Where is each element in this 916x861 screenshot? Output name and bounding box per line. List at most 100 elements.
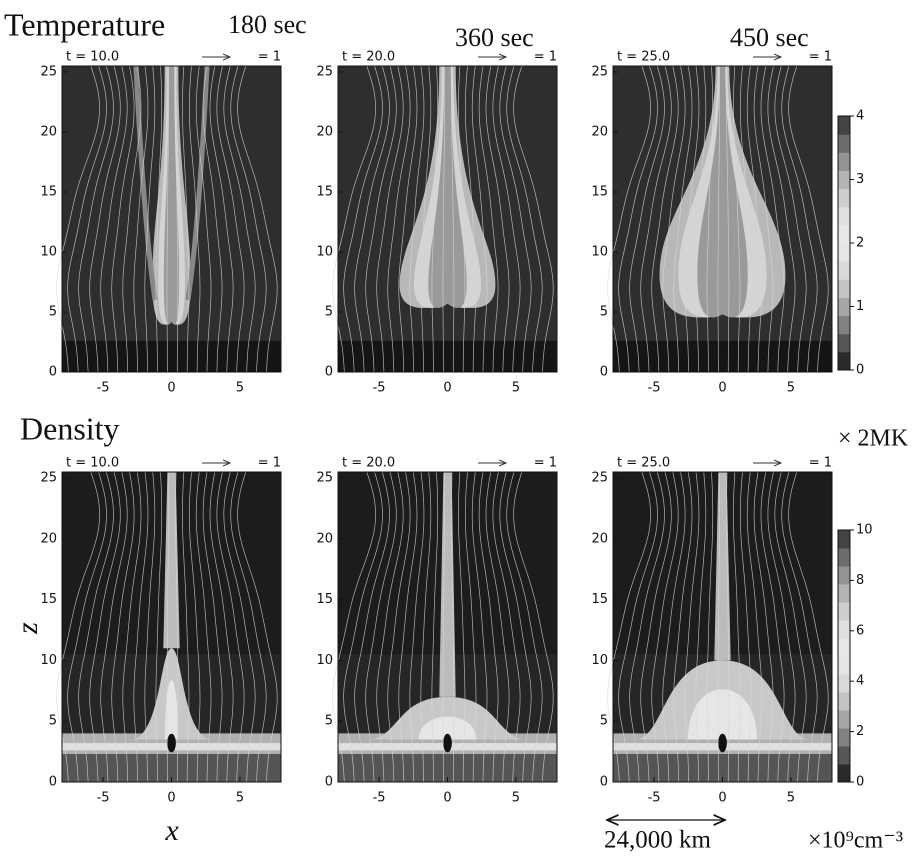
field-line (202, 65, 223, 373)
x-tick-label: 0 (443, 381, 451, 396)
x-axis-label: x (164, 814, 179, 847)
field-line (513, 65, 554, 373)
y-tick-label: 0 (600, 365, 608, 380)
colorbar-band (838, 728, 850, 747)
field-line (365, 65, 397, 373)
field-line (89, 65, 121, 373)
field-line (175, 471, 179, 782)
y-tick-label: 10 (40, 653, 57, 668)
field-line (695, 471, 707, 783)
panel: t = 25.0 = 1 0 5 10 15 20 25 -5 0 5 (591, 50, 833, 396)
field-line (188, 65, 201, 373)
y-tick-label: 10 (591, 653, 608, 668)
panel: t = 10.0 = 1 0 5 10 15 20 25 -5 0 5 (40, 50, 282, 396)
x-tick-label: 5 (236, 791, 244, 806)
field-line (726, 471, 730, 782)
y-tick-label: 0 (49, 775, 57, 790)
field-line (651, 471, 679, 783)
x-tick-label: 5 (787, 381, 795, 396)
y-tick-label: 20 (316, 531, 333, 546)
field-line (451, 65, 455, 372)
jet-edge (133, 65, 158, 301)
dense-blob (443, 733, 452, 753)
field-line (788, 471, 829, 783)
time-label: t = 10.0 (66, 456, 119, 471)
field-line (223, 471, 256, 783)
x-tick-label: 0 (167, 791, 175, 806)
time-title: 450 sec (730, 23, 809, 52)
x-tick-label: 0 (718, 791, 726, 806)
field-line (506, 65, 543, 373)
field-line (478, 65, 499, 373)
field-line (376, 471, 404, 783)
colorbar-band (838, 620, 850, 639)
y-tick-label: 25 (591, 65, 608, 80)
x-tick-label: 5 (512, 381, 520, 396)
x-tick-label: -5 (97, 381, 110, 396)
field-line (673, 471, 693, 783)
field-line (662, 471, 686, 783)
field-line (618, 65, 658, 373)
colorbar-band (838, 566, 850, 585)
field-line (365, 471, 397, 783)
x-tick-label: 0 (718, 381, 726, 396)
field-line (431, 471, 439, 783)
field-line (155, 471, 163, 783)
y-tick-label: 5 (325, 714, 333, 729)
colorbar-band (838, 134, 850, 153)
y-tick-label: 25 (316, 65, 333, 80)
field-line (753, 65, 774, 373)
x-tick-label: 0 (443, 791, 451, 806)
field-line (442, 471, 445, 782)
field-line (230, 471, 267, 783)
time-label: t = 25.0 (617, 50, 670, 65)
x-tick-label: -5 (373, 791, 386, 806)
field-line (133, 65, 149, 373)
field-line (760, 65, 785, 373)
chromosphere (613, 340, 832, 372)
field-line (155, 65, 163, 373)
field-line (478, 471, 499, 783)
plume (428, 66, 467, 308)
field-line (767, 471, 796, 783)
field-line (202, 471, 223, 783)
chromosphere (338, 340, 557, 372)
colorbar-band (838, 152, 850, 171)
field-line (774, 471, 807, 783)
y-tick-label: 5 (49, 305, 57, 320)
x-tick-label: 5 (512, 791, 520, 806)
y-tick-label: 0 (49, 365, 57, 380)
colorbar-band (838, 674, 850, 693)
time-label: t = 20.0 (342, 50, 395, 65)
field-line (387, 65, 411, 373)
field-line (431, 65, 439, 373)
field-line (237, 471, 278, 783)
field-line (89, 471, 121, 783)
x-tick-label: -5 (648, 381, 661, 396)
y-tick-label: 25 (316, 471, 333, 486)
x-tick-label: -5 (648, 791, 661, 806)
field-line (409, 65, 425, 373)
field-line (607, 471, 651, 783)
field-line (706, 471, 714, 783)
colorbar-band (838, 656, 850, 675)
y-tick-label: 0 (325, 365, 333, 380)
field-line (343, 65, 383, 373)
y-tick-label: 5 (49, 714, 57, 729)
field-line (376, 65, 404, 373)
colorbar-band (838, 224, 850, 244)
field-line (398, 65, 418, 373)
field-line (354, 65, 390, 373)
y-tick-label: 15 (316, 185, 333, 200)
field-line (471, 471, 488, 783)
colorbar-band (838, 279, 850, 298)
y-tick-label: 20 (40, 125, 57, 140)
y-tick-label: 25 (40, 471, 57, 486)
colorbar-band (838, 333, 850, 353)
field-line (760, 471, 785, 783)
y-tick-label: 5 (600, 714, 608, 729)
field-line (499, 471, 532, 783)
field-line (182, 471, 190, 782)
field-line (332, 471, 376, 783)
